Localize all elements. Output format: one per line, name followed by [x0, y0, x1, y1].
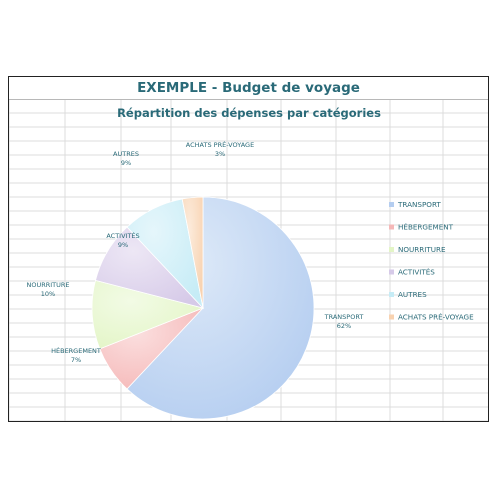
legend-swatch-achats-pre-voyage [389, 314, 394, 320]
data-label-name-achats-pre-voyage: ACHATS PRÉ-VOYAGE [186, 140, 254, 149]
title-bar: EXEMPLE - Budget de voyage [9, 77, 488, 100]
data-label-value-hebergement: 7% [71, 356, 81, 364]
spreadsheet-area: EXEMPLE - Budget de voyage Répartition d… [8, 76, 489, 422]
legend-label-activites: ACTIVITÉS [398, 268, 435, 277]
chart-legend: TRANSPORT HÉBERGEMENT NOURRITURE ACTIVITÉS A… [389, 200, 474, 322]
data-label-value-autres: 9% [121, 159, 131, 167]
data-label-name-nourriture: NOURRITURE [26, 281, 69, 289]
chart-title: Répartition des dépenses par catégories [117, 106, 381, 120]
data-label-value-transport: 62% [337, 322, 351, 330]
legend-swatch-transport [389, 202, 394, 207]
pie-slice-transport [126, 196, 315, 420]
legend-label-achats-pre-voyage: ACHATS PRÉ-VOYAGE [398, 313, 474, 322]
data-label-name-transport: TRANSPORT [324, 313, 364, 321]
legend-swatch-autres [389, 292, 394, 297]
legend-label-hebergement: HÉBERGEMENT [398, 223, 454, 232]
page-title: EXEMPLE - Budget de voyage [137, 80, 360, 96]
pie-slices [91, 196, 315, 420]
legend-label-autres: AUTRES [398, 290, 427, 299]
data-label-name-activites: ACTIVITÉS [106, 231, 139, 240]
legend-swatch-activites [389, 269, 394, 275]
legend-label-transport: TRANSPORT [397, 200, 441, 209]
data-label-value-achats-pre-voyage: 3% [215, 150, 225, 158]
legend-swatch-hebergement [389, 224, 394, 230]
data-label-value-activites: 9% [118, 241, 128, 249]
legend-label-nourriture: NOURRITURE [398, 245, 446, 254]
data-label-name-autres: AUTRES [113, 150, 139, 158]
data-label-value-nourriture: 10% [41, 290, 55, 298]
pie-slice-achats-pre-voyage [181, 196, 204, 309]
legend-swatch-nourriture [389, 247, 394, 252]
data-label-name-hebergement: HÉBERGEMENT [51, 346, 101, 355]
pie-chart: Répartition des dépenses par catégories … [26, 106, 474, 420]
